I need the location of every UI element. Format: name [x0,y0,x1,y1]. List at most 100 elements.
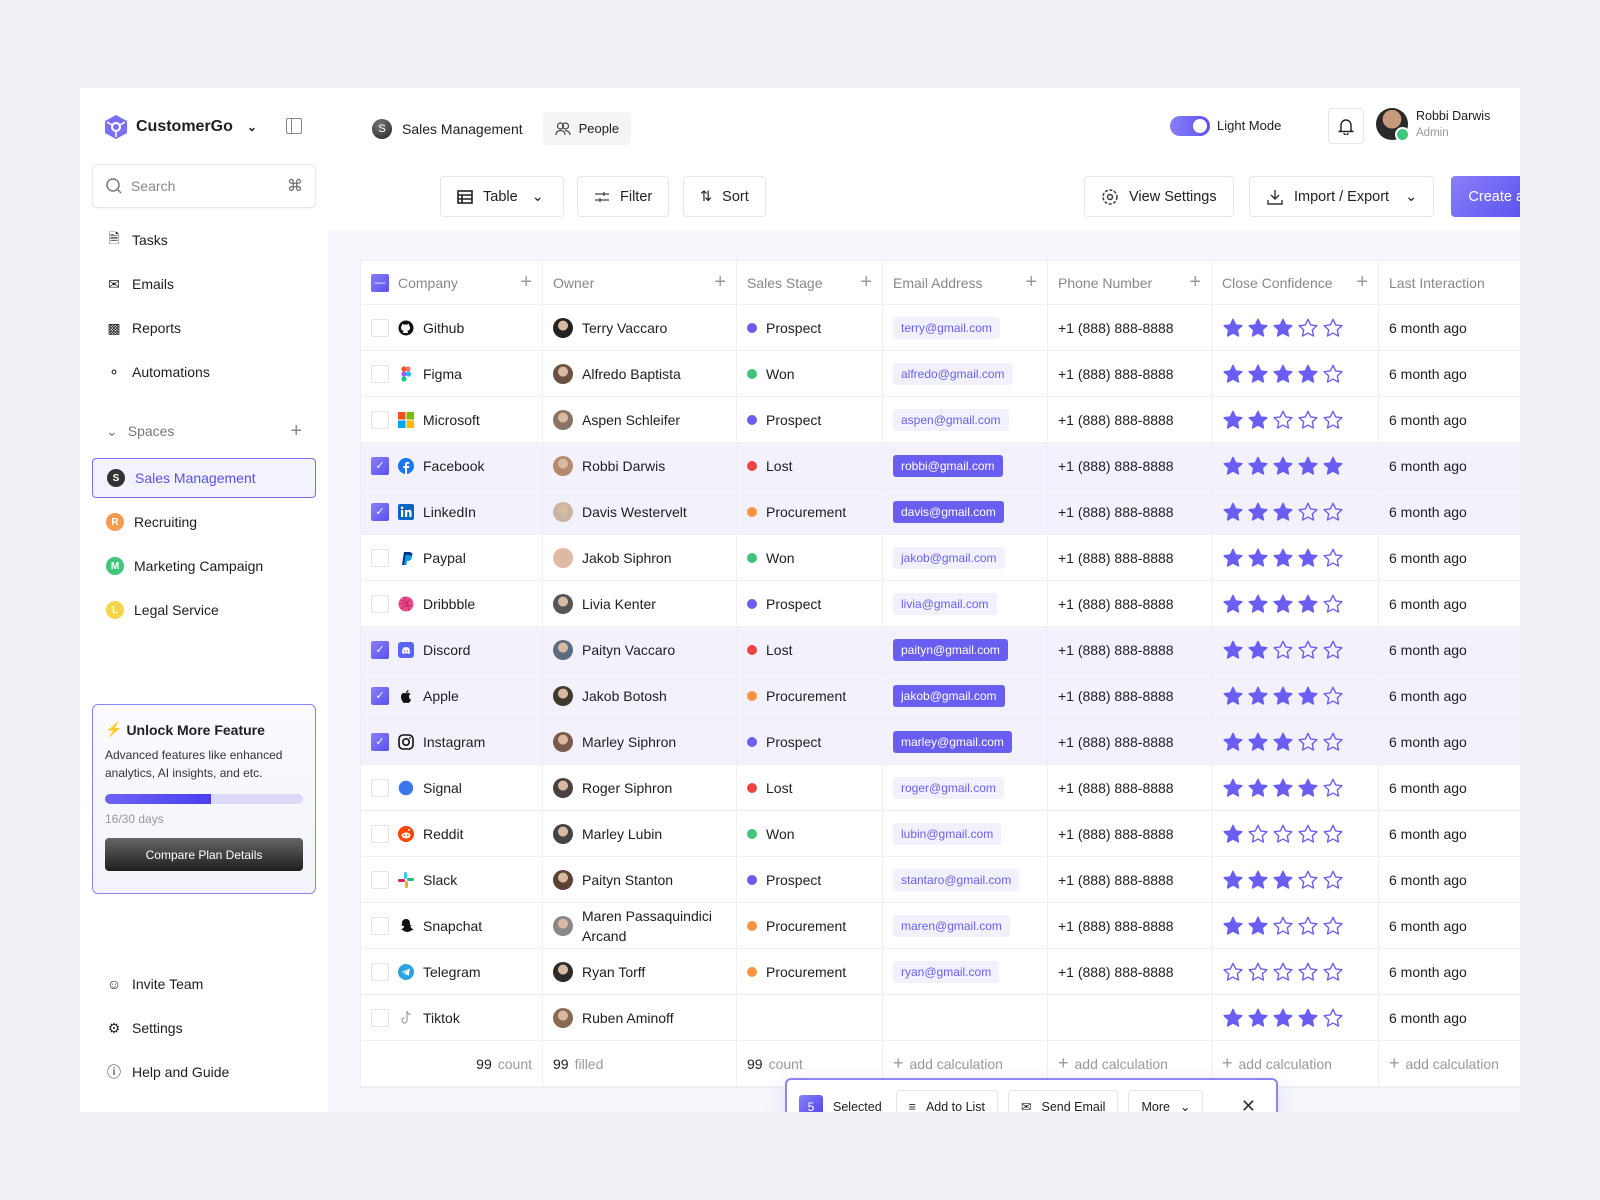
column-header[interactable]: Last Interaction+ [1379,261,1520,304]
confidence-rating[interactable] [1222,639,1344,661]
company-name[interactable]: Tiktok [423,1009,460,1026]
confidence-rating[interactable] [1222,1007,1344,1029]
row-checkbox[interactable] [371,824,389,843]
email-pill[interactable]: marley@gmail.com [893,730,1012,753]
star-filled-icon[interactable] [1247,915,1269,937]
star-outline-icon[interactable] [1297,501,1319,523]
compare-plan-button[interactable]: Compare Plan Details [105,838,303,871]
star-outline-icon[interactable] [1247,823,1269,845]
row-checkbox[interactable] [371,318,389,337]
row-checkbox[interactable]: ✓ [371,502,389,521]
star-outline-icon[interactable] [1272,961,1294,983]
star-outline-icon[interactable] [1322,685,1344,707]
star-filled-icon[interactable] [1272,869,1294,891]
add-column-icon[interactable]: + [1025,271,1037,293]
star-filled-icon[interactable] [1247,1007,1269,1029]
star-filled-icon[interactable] [1297,1007,1319,1029]
star-filled-icon[interactable] [1222,639,1244,661]
row-checkbox[interactable] [371,364,389,383]
sidebar-item-tasks[interactable]: 🗎 Tasks [92,220,316,260]
star-filled-icon[interactable] [1297,363,1319,385]
footer-calculation[interactable]: 99 count [361,1041,543,1086]
confidence-rating[interactable] [1222,501,1344,523]
add-column-icon[interactable]: + [1356,271,1368,293]
star-outline-icon[interactable] [1322,547,1344,569]
row-checkbox[interactable] [371,778,389,797]
footer-calculation[interactable]: + add calculation [1048,1041,1212,1086]
star-filled-icon[interactable] [1247,409,1269,431]
star-outline-icon[interactable] [1247,961,1269,983]
star-filled-icon[interactable] [1247,639,1269,661]
star-filled-icon[interactable] [1247,731,1269,753]
star-filled-icon[interactable] [1272,593,1294,615]
add-column-icon[interactable]: + [520,271,532,293]
confidence-rating[interactable] [1222,363,1344,385]
search-input[interactable]: Search ⌘ [92,164,316,208]
workspace-switcher[interactable]: CustomerGo ⌄ [104,114,257,140]
star-filled-icon[interactable] [1247,363,1269,385]
column-header[interactable]: — Company + [361,261,543,304]
star-filled-icon[interactable] [1247,777,1269,799]
sidebar-item-automations[interactable]: ⚬ Automations [92,352,316,392]
star-outline-icon[interactable] [1322,501,1344,523]
email-pill[interactable]: stantaro@gmail.com [893,868,1020,891]
create-list-button[interactable]: Create a List [1451,176,1520,217]
star-filled-icon[interactable] [1247,455,1269,477]
star-filled-icon[interactable] [1222,317,1244,339]
company-name[interactable]: Paypal [423,549,466,566]
email-pill[interactable]: jakob@gmail.com [893,684,1005,707]
company-name[interactable]: LinkedIn [423,503,476,520]
column-header[interactable]: Owner + [543,261,737,304]
column-header[interactable]: Sales Stage + [737,261,883,304]
table-row[interactable]: Snapchat Maren Passaquindici Arcand Procur… [361,903,1520,949]
confidence-rating[interactable] [1222,961,1344,983]
star-outline-icon[interactable] [1322,823,1344,845]
filter-button[interactable]: Filter [577,176,670,217]
space-item[interactable]: R Recruiting [92,502,316,542]
space-item[interactable]: L Legal Service [92,590,316,630]
star-outline-icon[interactable] [1297,915,1319,937]
company-name[interactable]: Figma [423,365,462,382]
star-outline-icon[interactable] [1322,363,1344,385]
star-filled-icon[interactable] [1222,823,1244,845]
email-pill[interactable]: jakob@gmail.com [893,546,1005,569]
row-checkbox[interactable] [371,410,389,429]
star-filled-icon[interactable] [1272,685,1294,707]
sidebar-item-invite-team[interactable]: ☺ Invite Team [92,964,316,1004]
confidence-rating[interactable] [1222,547,1344,569]
star-filled-icon[interactable] [1297,455,1319,477]
star-filled-icon[interactable] [1222,915,1244,937]
star-outline-icon[interactable] [1322,639,1344,661]
send-email-button[interactable]: ✉ Send Email [1008,1089,1119,1112]
row-checkbox[interactable]: ✓ [371,732,389,751]
row-checkbox[interactable] [371,594,389,613]
star-filled-icon[interactable] [1272,1007,1294,1029]
star-filled-icon[interactable] [1247,317,1269,339]
close-icon[interactable]: ✕ [1240,1096,1256,1112]
star-outline-icon[interactable] [1322,317,1344,339]
import-export-dropdown[interactable]: Import / Export ⌄ [1249,176,1435,217]
table-row[interactable]: Dribbble Livia Kenter Prospect livia@gmail.… [361,581,1520,627]
sidebar-item-help-and-guide[interactable]: ⓘ Help and Guide [92,1052,316,1092]
row-checkbox[interactable] [371,962,389,981]
star-filled-icon[interactable] [1272,317,1294,339]
star-filled-icon[interactable] [1247,547,1269,569]
star-filled-icon[interactable] [1272,777,1294,799]
email-pill[interactable]: alfredo@gmail.com [893,362,1013,385]
star-filled-icon[interactable] [1222,455,1244,477]
star-filled-icon[interactable] [1222,777,1244,799]
table-row[interactable]: Tiktok Ruben Aminoff 6 month ago [361,995,1520,1041]
star-filled-icon[interactable] [1272,363,1294,385]
star-filled-icon[interactable] [1222,547,1244,569]
table-row[interactable]: ✓ Apple Jakob Botosh Procurement jakob@gmail… [361,673,1520,719]
email-pill[interactable]: maren@gmail.com [893,914,1010,937]
star-filled-icon[interactable] [1297,777,1319,799]
row-checkbox[interactable] [371,548,389,567]
star-filled-icon[interactable] [1222,685,1244,707]
company-name[interactable]: Discord [423,641,471,658]
space-item[interactable]: S Sales Management [92,458,316,498]
star-filled-icon[interactable] [1222,1007,1244,1029]
table-row[interactable]: Telegram Ryan Torff Procurement ryan@gmail.… [361,949,1520,995]
row-checkbox[interactable] [371,1008,389,1027]
company-name[interactable]: Signal [423,779,462,796]
